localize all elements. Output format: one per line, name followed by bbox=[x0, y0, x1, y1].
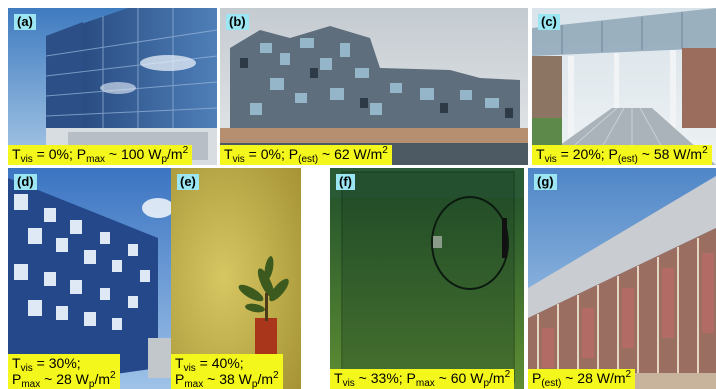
photo-panel-a: (a) Tvis = 0%; Pmax ~ 100 Wp/m2 bbox=[8, 8, 217, 165]
photo-panel-d: (d) Tvis = 30%; Pmax ~ 28 Wp/m2 bbox=[8, 168, 171, 389]
photo-panel-b: (b) Tvis = 0%; P(est) ~ 62 W/m2 bbox=[220, 8, 528, 165]
panel-caption: Tvis = 40%; Pmax ~ 38 Wp/m2 bbox=[171, 354, 283, 389]
panel-caption: Tvis = 30%; Pmax ~ 28 Wp/m2 bbox=[8, 354, 120, 389]
panel-label: (g) bbox=[534, 174, 557, 190]
colored-glass-facade-photo bbox=[528, 168, 716, 389]
mosaic-facade-building-photo bbox=[220, 8, 528, 165]
panel-caption: Tvis = 0%; P(est) ~ 62 W/m2 bbox=[220, 145, 392, 165]
solar-canopy-walkway-photo bbox=[532, 8, 716, 165]
panel-label: (d) bbox=[14, 174, 37, 190]
panel-label: (b) bbox=[226, 14, 249, 30]
panel-caption: Tvis ~ 33%; Pmax ~ 60 Wp/m2 bbox=[330, 369, 515, 389]
panel-label: (f) bbox=[336, 174, 355, 190]
glass-facade-building-photo bbox=[8, 8, 217, 165]
transparent-module-on-lawn-photo bbox=[330, 168, 524, 389]
panel-caption: P(est) ~ 28 W/m2 bbox=[528, 369, 636, 389]
panel-label: (a) bbox=[14, 14, 36, 30]
photo-panel-g: (g) P(est) ~ 28 W/m2 bbox=[528, 168, 716, 389]
panel-caption: Tvis = 0%; Pmax ~ 100 Wp/m2 bbox=[8, 145, 193, 165]
photo-panel-f: (f) Tvis ~ 33%; Pmax ~ 60 Wp/m2 bbox=[330, 168, 524, 389]
panel-label: (e) bbox=[177, 174, 199, 190]
photo-panel-c: (c) Tvis = 20%; P(est) ~ 58 W/m2 bbox=[532, 8, 716, 165]
panel-label: (c) bbox=[538, 14, 560, 30]
checkered-glass-building-photo bbox=[8, 168, 171, 389]
panel-caption: Tvis = 20%; P(est) ~ 58 W/m2 bbox=[532, 145, 712, 165]
tinted-window-plant-photo bbox=[171, 168, 301, 389]
photo-panel-e: (e) Tvis = 40%; Pmax ~ 38 Wp/m2 bbox=[171, 168, 301, 389]
